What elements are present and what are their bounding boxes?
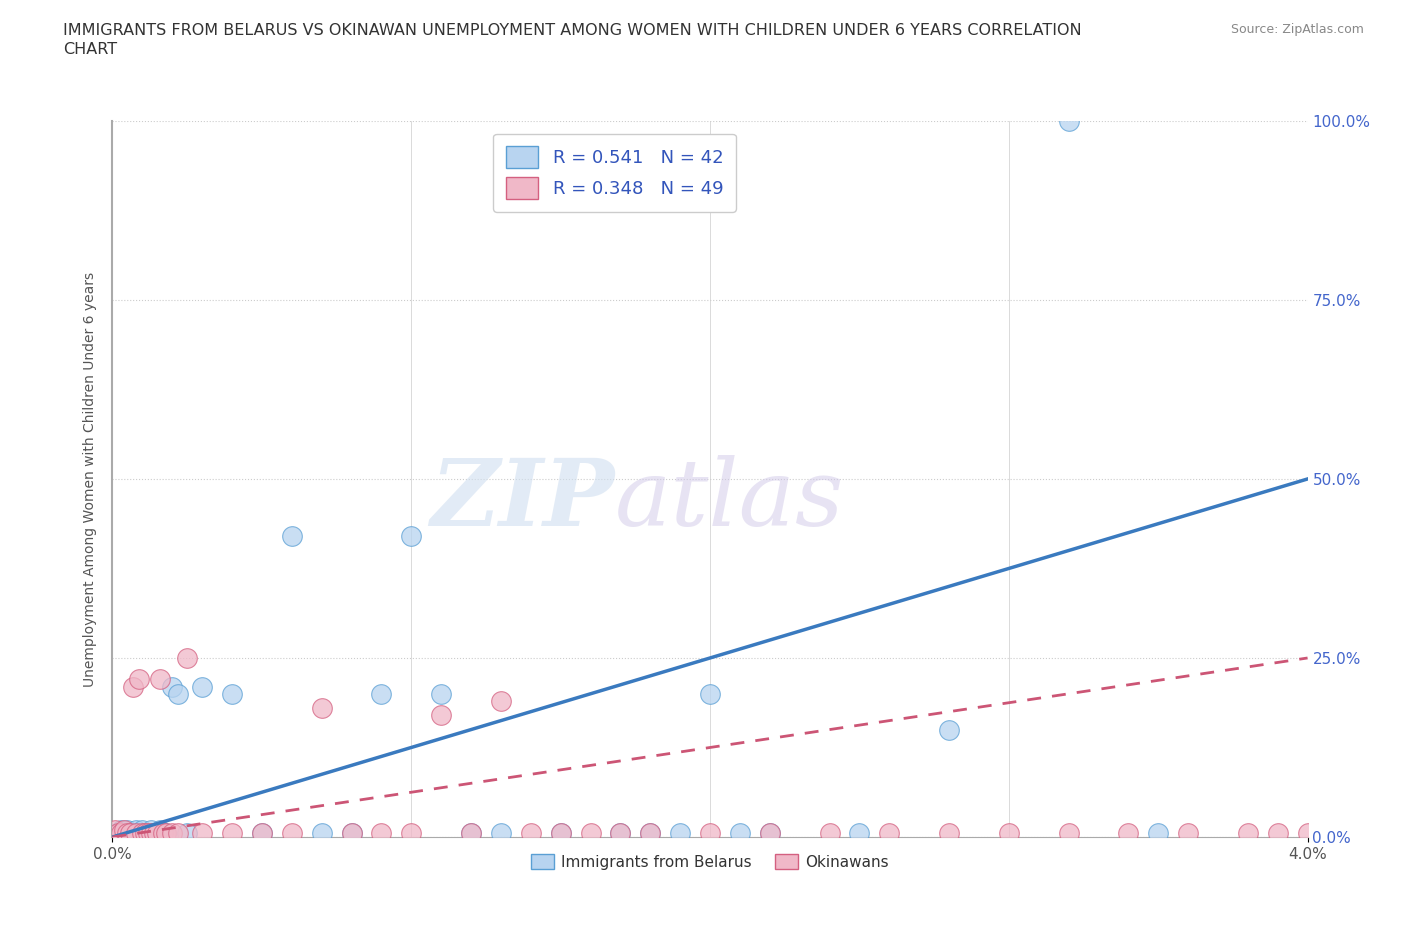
Point <box>370 686 392 701</box>
Point <box>340 826 363 841</box>
Point <box>311 826 333 841</box>
Y-axis label: Unemployment Among Women with Children Under 6 years: Unemployment Among Women with Children U… <box>83 272 97 686</box>
Point <box>152 826 174 841</box>
Point <box>122 679 145 694</box>
Point <box>152 826 174 841</box>
Point <box>1057 826 1080 841</box>
Point <box>311 700 333 715</box>
Point <box>1118 826 1140 841</box>
Point <box>401 529 423 544</box>
Point <box>669 826 692 841</box>
Point <box>430 708 453 723</box>
Point <box>340 826 363 841</box>
Point <box>430 686 453 701</box>
Point <box>141 822 163 837</box>
Point <box>191 679 214 694</box>
Point <box>699 826 721 841</box>
Point <box>128 672 150 687</box>
Text: Source: ZipAtlas.com: Source: ZipAtlas.com <box>1230 23 1364 36</box>
Point <box>1296 826 1319 841</box>
Point <box>120 826 142 841</box>
Point <box>460 826 482 841</box>
Point <box>104 822 127 837</box>
Point <box>609 826 631 841</box>
Point <box>1177 826 1199 841</box>
Text: IMMIGRANTS FROM BELARUS VS OKINAWAN UNEMPLOYMENT AMONG WOMEN WITH CHILDREN UNDER: IMMIGRANTS FROM BELARUS VS OKINAWAN UNEM… <box>63 23 1081 38</box>
Point <box>1057 113 1080 128</box>
Point <box>579 826 602 841</box>
Point <box>281 529 304 544</box>
Point <box>162 679 183 694</box>
Point <box>146 826 169 841</box>
Point <box>138 826 160 841</box>
Point <box>107 826 129 841</box>
Point <box>155 826 177 841</box>
Point <box>877 826 901 841</box>
Point <box>176 651 198 666</box>
Point <box>155 826 177 841</box>
Point <box>125 822 148 837</box>
Text: atlas: atlas <box>614 456 844 545</box>
Point <box>149 822 172 837</box>
Point <box>117 822 139 837</box>
Text: CHART: CHART <box>63 42 117 57</box>
Point <box>699 686 721 701</box>
Text: ZIP: ZIP <box>430 456 614 545</box>
Point <box>401 826 423 841</box>
Point <box>1267 826 1289 841</box>
Point <box>640 826 662 841</box>
Point <box>998 826 1021 841</box>
Point <box>131 826 153 841</box>
Point <box>221 826 243 841</box>
Point <box>370 826 392 841</box>
Point <box>167 826 190 841</box>
Point <box>191 826 214 841</box>
Point <box>759 826 782 841</box>
Point <box>146 826 169 841</box>
Point <box>281 826 304 841</box>
Point <box>221 686 243 701</box>
Point <box>550 826 572 841</box>
Point <box>143 826 166 841</box>
Point <box>110 822 132 837</box>
Point <box>1237 826 1260 841</box>
Point <box>143 826 166 841</box>
Point <box>162 826 183 841</box>
Point <box>938 722 960 737</box>
Point <box>848 826 870 841</box>
Point <box>250 826 273 841</box>
Point <box>134 826 156 841</box>
Point <box>520 826 543 841</box>
Point <box>125 826 148 841</box>
Point <box>128 826 150 841</box>
Point <box>131 822 153 837</box>
Point <box>149 672 172 687</box>
Point <box>640 826 662 841</box>
Point <box>134 826 156 841</box>
Point <box>759 826 782 841</box>
Point <box>107 826 129 841</box>
Point <box>117 826 139 841</box>
Point <box>167 686 190 701</box>
Point <box>141 826 163 841</box>
Point <box>138 826 160 841</box>
Point <box>728 826 751 841</box>
Point <box>122 826 145 841</box>
Point <box>114 822 135 837</box>
Point <box>818 826 841 841</box>
Point <box>114 826 135 841</box>
Point <box>489 694 512 709</box>
Point <box>550 826 572 841</box>
Point <box>120 826 142 841</box>
Legend: Immigrants from Belarus, Okinawans: Immigrants from Belarus, Okinawans <box>524 848 896 876</box>
Point <box>938 826 960 841</box>
Point <box>250 826 273 841</box>
Point <box>489 826 512 841</box>
Point <box>110 826 132 841</box>
Point <box>460 826 482 841</box>
Point <box>609 826 631 841</box>
Point <box>176 826 198 841</box>
Point <box>1147 826 1170 841</box>
